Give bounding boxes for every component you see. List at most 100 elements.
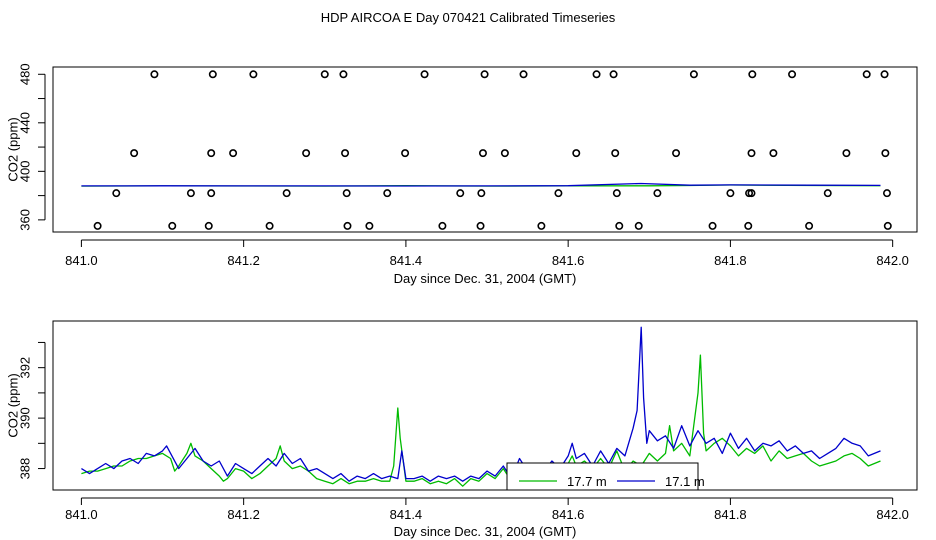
reference-point	[207, 149, 216, 158]
plot-area	[81, 70, 892, 230]
reference-point	[130, 149, 139, 158]
plot-area	[81, 326, 881, 487]
reference-point	[265, 221, 274, 230]
reference-point	[881, 149, 890, 158]
y-tick-label: 390	[17, 407, 32, 429]
reference-point	[862, 70, 871, 79]
reference-point	[320, 70, 329, 79]
x-tick-label: 841.6	[552, 253, 585, 268]
y-tick-label: 400	[17, 160, 32, 182]
reference-point	[612, 189, 621, 198]
x-tick-label: 841.6	[552, 507, 585, 522]
reference-point	[342, 189, 351, 198]
y-axis-label: CO2 (ppm)	[5, 373, 20, 437]
reference-point	[204, 221, 213, 230]
reference-point	[208, 70, 217, 79]
reference-point	[747, 149, 756, 158]
reference-point	[882, 189, 891, 198]
reference-point	[634, 221, 643, 230]
reference-point	[747, 189, 756, 198]
y-tick-label: 360	[17, 209, 32, 231]
reference-point	[229, 149, 238, 158]
reference-point	[93, 221, 102, 230]
legend-label: 17.1 m	[665, 474, 705, 489]
reference-point	[883, 221, 892, 230]
reference-point	[519, 70, 528, 79]
x-tick-label: 841.8	[714, 507, 747, 522]
reference-point	[805, 221, 814, 230]
reference-point	[365, 221, 374, 230]
reference-point	[744, 221, 753, 230]
plot-frame	[52, 66, 918, 233]
x-tick-label: 841.2	[227, 507, 260, 522]
series-line-2	[81, 326, 881, 482]
y-tick-label: 480	[17, 63, 32, 85]
reference-point	[383, 189, 392, 198]
x-tick-label: 842.0	[876, 253, 909, 268]
reference-point	[420, 70, 429, 79]
reference-point	[186, 189, 195, 198]
reference-point	[672, 149, 681, 158]
reference-point	[653, 189, 662, 198]
reference-point	[769, 149, 778, 158]
reference-point	[842, 149, 851, 158]
reference-point	[302, 149, 311, 158]
reference-point	[615, 221, 624, 230]
chart-panel-2: 841.0 841.2 841.4 841.6 841.8 842.0 388 390 392 D…	[5, 320, 918, 539]
x-tick-label: 841.8	[714, 253, 747, 268]
reference-point	[401, 149, 410, 158]
x-tick-label: 841.0	[65, 507, 98, 522]
x-tick-label: 841.4	[390, 253, 423, 268]
y-tick-label: 392	[17, 357, 32, 379]
plot-frame	[52, 320, 918, 491]
reference-point	[168, 221, 177, 230]
reference-point	[476, 221, 485, 230]
reference-point	[788, 70, 797, 79]
reference-point	[748, 70, 757, 79]
reference-point	[745, 189, 754, 198]
reference-point	[207, 189, 216, 198]
reference-point	[537, 221, 546, 230]
reference-point	[150, 70, 159, 79]
legend: 17.7 m 17.1 m	[506, 462, 705, 491]
reference-point	[880, 70, 889, 79]
x-axis-label: Day since Dec. 31, 2004 (GMT)	[394, 271, 577, 286]
series-line-2	[81, 182, 881, 187]
chart-panel-1: 841.0 841.2 841.4 841.6 841.8 842.0 360 400 440 4…	[5, 63, 918, 286]
y-tick-label: 388	[17, 458, 32, 480]
reference-point	[823, 189, 832, 198]
x-tick-label: 841.0	[65, 253, 98, 268]
reference-point	[478, 149, 487, 158]
legend-box	[506, 462, 699, 491]
reference-point	[554, 189, 563, 198]
series-line-1	[81, 354, 881, 487]
x-tick-label: 842.0	[876, 507, 909, 522]
reference-point	[480, 70, 489, 79]
reference-point	[708, 221, 717, 230]
reference-point	[611, 149, 620, 158]
reference-point	[477, 189, 486, 198]
reference-point	[341, 149, 350, 158]
y-axis-label: CO2 (ppm)	[5, 117, 20, 181]
reference-point	[339, 70, 348, 79]
reference-point	[112, 189, 121, 198]
y-tick-label: 440	[17, 112, 32, 134]
chart-title: HDP AIRCOA E Day 070421 Calibrated Times…	[320, 10, 616, 25]
x-tick-label: 841.4	[390, 507, 423, 522]
reference-point	[456, 189, 465, 198]
reference-point	[500, 149, 509, 158]
reference-point	[726, 189, 735, 198]
reference-point	[592, 70, 601, 79]
x-axis-label: Day since Dec. 31, 2004 (GMT)	[394, 524, 577, 539]
x-tick-label: 841.2	[227, 253, 260, 268]
reference-point	[689, 70, 698, 79]
reference-point	[343, 221, 352, 230]
legend-label: 17.7 m	[567, 474, 607, 489]
reference-point	[609, 70, 618, 79]
reference-point	[572, 149, 581, 158]
reference-point	[282, 189, 291, 198]
reference-point	[249, 70, 258, 79]
reference-point	[438, 221, 447, 230]
